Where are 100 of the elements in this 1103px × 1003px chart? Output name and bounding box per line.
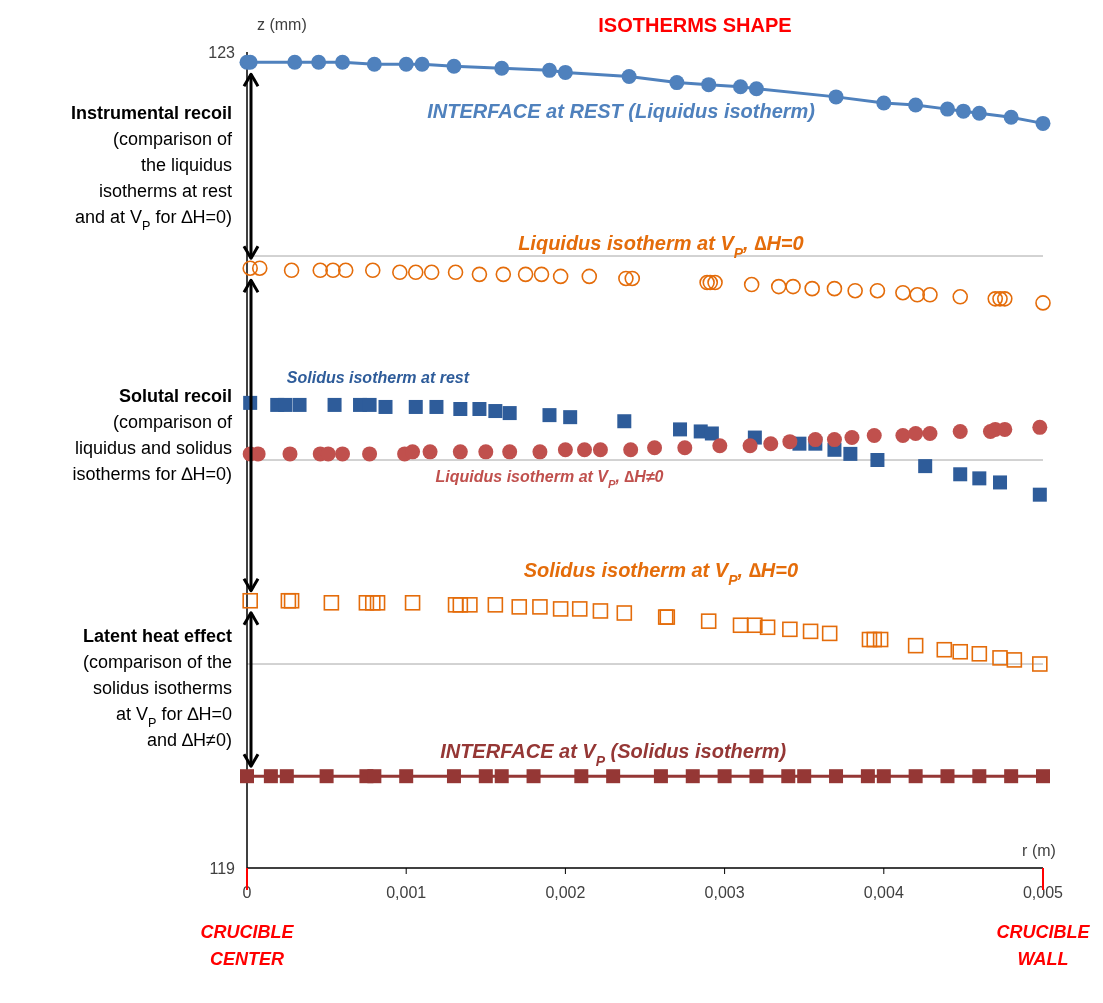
series-label: Liquidus isotherm at V$_{P}$, ∆H=0 — [518, 232, 804, 262]
text: (comparison of liquidus and solidus isotherms for ∆H=0) — [72, 411, 233, 484]
point — [908, 97, 924, 113]
point — [704, 426, 719, 441]
point — [242, 260, 258, 277]
point — [1035, 115, 1051, 131]
point — [292, 397, 307, 412]
point — [311, 54, 327, 70]
text: Latent heat effect — [82, 626, 232, 647]
point — [770, 278, 787, 295]
point — [478, 769, 493, 784]
point — [581, 268, 598, 285]
point — [749, 769, 764, 784]
point — [847, 282, 863, 299]
point — [571, 601, 588, 617]
point — [953, 467, 968, 482]
point — [797, 769, 812, 784]
point — [908, 769, 923, 784]
point — [843, 446, 858, 461]
point — [699, 274, 715, 291]
point — [282, 446, 298, 462]
point — [807, 432, 823, 448]
point — [358, 595, 375, 611]
point — [621, 68, 637, 84]
point — [647, 440, 663, 456]
point — [398, 56, 414, 72]
point — [422, 444, 438, 460]
point — [804, 280, 820, 297]
point — [940, 769, 955, 784]
point — [782, 621, 798, 638]
point — [404, 595, 421, 611]
point — [462, 597, 478, 613]
point — [472, 402, 487, 416]
point — [922, 286, 938, 303]
point — [532, 599, 548, 615]
point — [996, 291, 1013, 307]
point — [557, 64, 573, 80]
point — [362, 397, 377, 412]
point — [335, 446, 351, 462]
point — [828, 89, 844, 105]
point — [717, 769, 732, 784]
x-tick-label: 0,004 — [863, 884, 904, 901]
point — [707, 274, 723, 291]
point — [1032, 487, 1047, 502]
point — [478, 444, 494, 460]
point — [511, 599, 528, 615]
point — [782, 434, 798, 450]
point — [533, 266, 550, 283]
point — [700, 613, 717, 629]
x-tick-label: 0,005 — [1022, 884, 1064, 901]
point — [378, 399, 393, 414]
point — [574, 769, 589, 784]
point — [712, 438, 728, 454]
point — [251, 260, 268, 277]
point — [337, 262, 354, 279]
point — [866, 428, 882, 444]
point — [532, 444, 548, 460]
point — [325, 262, 341, 279]
point — [552, 268, 569, 285]
point — [542, 408, 557, 423]
point — [918, 459, 933, 474]
x-tick-label: 0,003 — [704, 884, 745, 901]
series-label: INTERFACE at V$_{P}$ (Solidus isotherm) — [440, 740, 787, 770]
point — [408, 399, 423, 414]
point — [939, 101, 955, 117]
chart-title: ISOTHERMS SHAPE — [598, 14, 792, 36]
point — [367, 769, 382, 784]
point — [319, 769, 334, 784]
point — [446, 769, 461, 784]
series-label: Solidus isotherm at V$_{P}$, ∆H=0 — [523, 559, 799, 589]
point — [922, 425, 938, 441]
point — [452, 597, 469, 613]
point — [763, 436, 779, 452]
text: Instrumental recoil — [70, 103, 232, 124]
point — [870, 453, 885, 467]
point — [987, 291, 1004, 307]
point — [495, 266, 512, 283]
point — [592, 442, 608, 458]
point — [1006, 652, 1023, 668]
point — [802, 623, 819, 640]
point — [895, 284, 911, 301]
point — [869, 282, 886, 299]
x-tick-label: 0 — [242, 884, 252, 901]
point — [278, 397, 293, 412]
point — [335, 54, 351, 70]
point — [494, 769, 509, 784]
point — [992, 291, 1008, 307]
point — [673, 422, 688, 437]
point — [971, 646, 988, 662]
point — [447, 264, 464, 281]
point — [606, 769, 621, 784]
point — [552, 601, 569, 617]
text: Solutal recoil — [118, 385, 232, 406]
point — [405, 444, 421, 460]
point — [446, 58, 462, 74]
point — [743, 276, 760, 293]
point — [876, 95, 892, 111]
point — [748, 81, 764, 97]
point — [907, 637, 924, 654]
point — [423, 264, 440, 281]
